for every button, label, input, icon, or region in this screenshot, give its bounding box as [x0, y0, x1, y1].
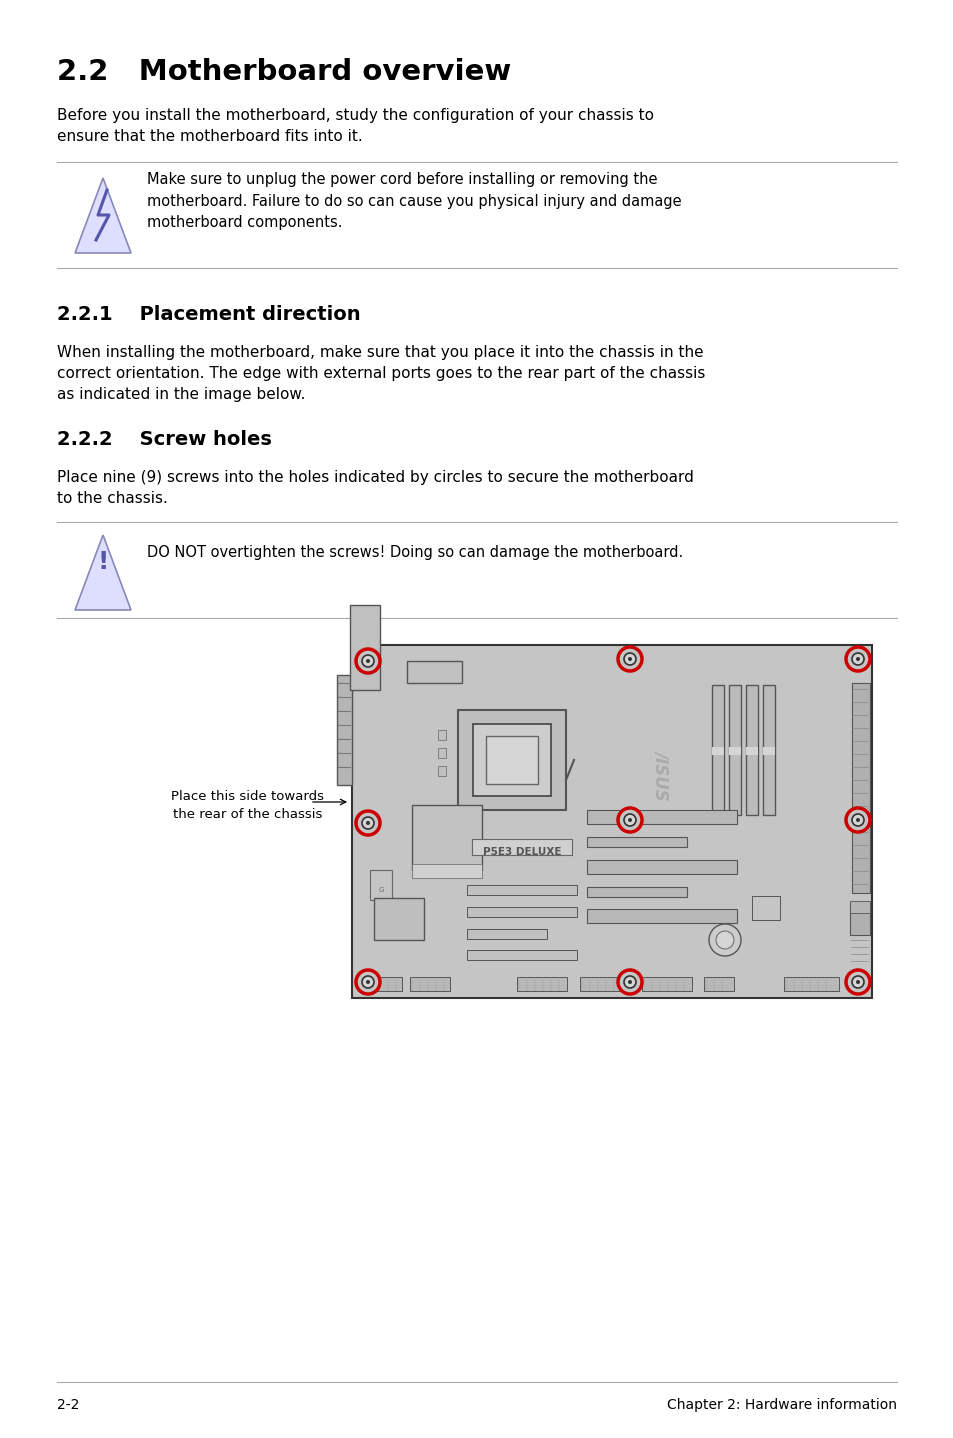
Bar — [579, 976, 629, 991]
Bar — [437, 766, 446, 777]
Bar — [703, 976, 733, 991]
Circle shape — [708, 925, 740, 956]
Bar — [586, 810, 737, 824]
Bar — [745, 684, 758, 815]
Circle shape — [361, 817, 374, 828]
Text: Chapter 2: Hardware information: Chapter 2: Hardware information — [666, 1398, 896, 1412]
Bar — [352, 646, 871, 998]
Bar — [370, 870, 392, 900]
Circle shape — [618, 808, 641, 833]
Text: 2.2   Motherboard overview: 2.2 Motherboard overview — [57, 58, 511, 86]
Bar — [412, 805, 481, 870]
Bar — [467, 929, 546, 939]
Bar — [783, 976, 838, 991]
Bar — [711, 684, 723, 815]
Circle shape — [845, 971, 869, 994]
Circle shape — [361, 976, 374, 988]
Polygon shape — [75, 178, 131, 253]
Text: Place nine (9) screws into the holes indicated by circles to secure the motherbo: Place nine (9) screws into the holes ind… — [57, 470, 693, 506]
Bar — [336, 674, 352, 785]
Circle shape — [623, 653, 636, 664]
Text: Before you install the motherboard, study the configuration of your chassis to
e: Before you install the motherboard, stud… — [57, 108, 654, 144]
Circle shape — [355, 649, 379, 673]
Circle shape — [855, 981, 859, 984]
Text: Make sure to unplug the power cord before installing or removing the
motherboard: Make sure to unplug the power cord befor… — [147, 173, 680, 230]
Circle shape — [716, 930, 733, 949]
Bar — [711, 746, 723, 755]
Bar — [467, 951, 577, 961]
Bar — [407, 661, 461, 683]
Bar — [745, 746, 758, 755]
Bar — [728, 684, 740, 815]
Polygon shape — [75, 535, 131, 610]
Bar — [851, 683, 869, 893]
Bar — [374, 897, 423, 940]
Circle shape — [845, 808, 869, 833]
Text: 2.2.2    Screw holes: 2.2.2 Screw holes — [57, 430, 272, 449]
Bar — [467, 907, 577, 917]
Bar — [517, 976, 566, 991]
Circle shape — [623, 976, 636, 988]
Circle shape — [851, 976, 863, 988]
Circle shape — [366, 821, 370, 825]
Circle shape — [627, 818, 631, 823]
Bar — [467, 884, 577, 894]
Circle shape — [855, 818, 859, 823]
Bar — [412, 864, 481, 879]
Bar — [485, 736, 537, 784]
Circle shape — [366, 981, 370, 984]
Circle shape — [627, 657, 631, 661]
Circle shape — [627, 981, 631, 984]
Bar — [586, 837, 686, 847]
Circle shape — [855, 657, 859, 661]
Circle shape — [623, 814, 636, 825]
Bar — [473, 723, 551, 797]
Text: G: G — [378, 887, 383, 893]
Bar — [437, 731, 446, 741]
Bar — [410, 976, 450, 991]
Bar — [849, 902, 869, 913]
Text: 2.2.1    Placement direction: 2.2.1 Placement direction — [57, 305, 360, 324]
Bar — [762, 746, 774, 755]
Bar — [586, 860, 737, 874]
Circle shape — [851, 653, 863, 664]
Text: DO NOT overtighten the screws! Doing so can damage the motherboard.: DO NOT overtighten the screws! Doing so … — [147, 545, 682, 559]
Text: Place this side towards
the rear of the chassis: Place this side towards the rear of the … — [172, 789, 324, 821]
Bar — [437, 748, 446, 758]
Text: /ISUS: /ISUS — [652, 751, 670, 800]
Text: !: ! — [97, 549, 109, 574]
Bar — [472, 838, 572, 856]
Bar — [849, 903, 869, 935]
Circle shape — [361, 654, 374, 667]
Text: P5E3 DELUXE: P5E3 DELUXE — [482, 847, 560, 857]
Bar — [361, 976, 401, 991]
Circle shape — [355, 971, 379, 994]
Circle shape — [845, 647, 869, 672]
Text: 2-2: 2-2 — [57, 1398, 79, 1412]
Bar — [350, 605, 379, 690]
Circle shape — [851, 814, 863, 825]
Bar — [751, 896, 780, 920]
Bar — [586, 909, 737, 923]
Bar — [762, 684, 774, 815]
Bar — [586, 887, 686, 897]
Circle shape — [618, 647, 641, 672]
Circle shape — [366, 659, 370, 663]
Circle shape — [618, 971, 641, 994]
Text: When installing the motherboard, make sure that you place it into the chassis in: When installing the motherboard, make su… — [57, 345, 704, 403]
Bar — [457, 710, 565, 810]
Bar — [728, 746, 740, 755]
Circle shape — [355, 811, 379, 835]
Bar — [641, 976, 691, 991]
